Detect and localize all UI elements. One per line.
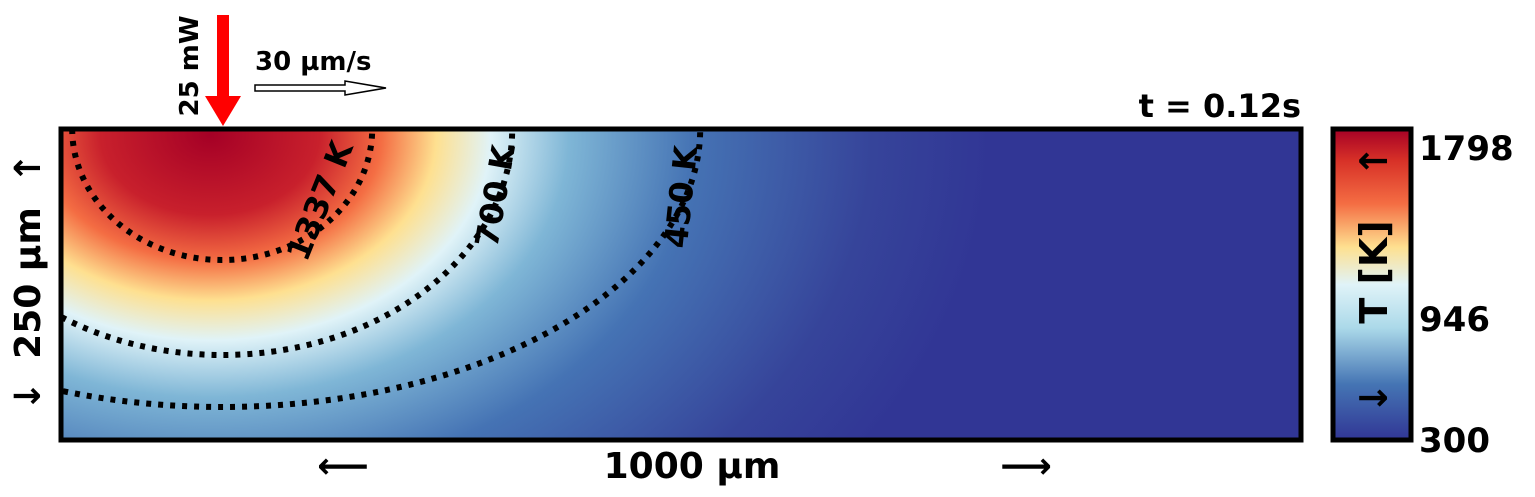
scan-direction-arrow	[254, 80, 387, 96]
colorbar-gradient	[1330, 126, 1414, 443]
colorbar-tick-min: 300	[1419, 421, 1490, 461]
colorbar-tick-max: 1798	[1419, 129, 1514, 169]
colorbar-arrow-down: ↓	[1352, 382, 1396, 414]
colorbar: T [K] ↑ ↓ 1798 946 300	[1330, 126, 1514, 461]
contour-lines	[61, 129, 704, 410]
laser-arrow	[205, 15, 241, 126]
y-arrow-down: ↓	[8, 381, 49, 411]
contour-1337	[69, 129, 376, 263]
y-arrow-up: ↑	[8, 153, 49, 183]
scan-speed-label: 30 µm/s	[255, 47, 371, 77]
x-arrow-left: ⟵	[317, 446, 369, 487]
colorbar-label: T [K]	[1352, 220, 1396, 323]
plot-area	[58, 126, 1304, 443]
laser-power-label: 25 mW	[175, 15, 205, 116]
contour-450	[61, 129, 704, 410]
contour-700	[61, 129, 516, 358]
chart-title: t = 0.12s	[1139, 87, 1301, 125]
colorbar-arrow-up: ↑	[1352, 145, 1396, 177]
x-arrow-right: ⟶	[1000, 446, 1052, 487]
temperature-field	[61, 129, 1301, 440]
x-axis-label: 1000 µm	[604, 446, 781, 487]
plot-frame	[58, 126, 1304, 443]
y-axis-label: 250 µm	[8, 207, 49, 359]
colorbar-tick-mid: 946	[1419, 300, 1490, 340]
